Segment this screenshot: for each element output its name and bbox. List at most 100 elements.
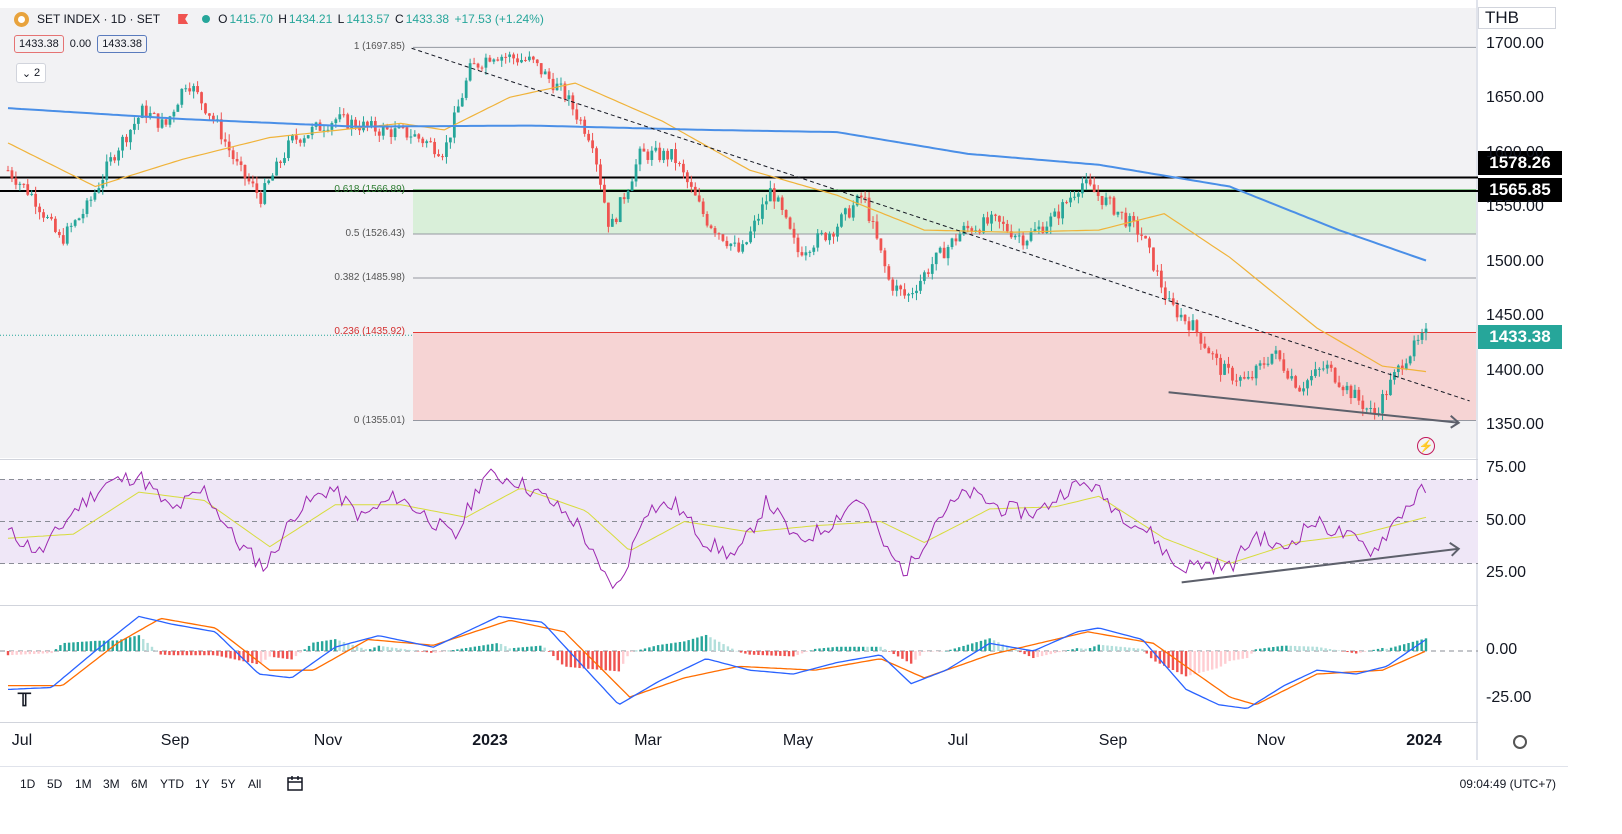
candle-body [903,289,906,296]
candle-body [93,192,97,200]
candle-body [89,199,93,201]
range-button-3m[interactable]: 3M [103,777,120,791]
calendar-icon[interactable] [287,775,303,791]
candle-body [1424,328,1428,333]
macd-histogram-bar [539,645,542,651]
macd-histogram-bar [28,651,32,655]
candle-body [148,113,152,118]
macd-histogram-bar [582,651,586,669]
macd-histogram-bar [901,651,904,659]
macd-histogram-bar [229,651,232,659]
macd-histogram-bar [1411,641,1415,651]
macd-histogram-bar [168,651,171,656]
macd-histogram-bar [1145,651,1148,654]
macd-histogram-bar [1402,644,1406,651]
macd-histogram-bar [491,643,494,651]
macd-histogram-bar [469,647,472,651]
logo-icon [14,11,29,27]
macd-histogram-bar [1372,649,1375,651]
macd-histogram-bar [272,651,276,658]
symbol-title[interactable]: SET INDEX · 1D · SET [37,12,161,26]
candle-body [38,206,41,213]
macd-histogram-bar [1014,650,1018,651]
candle-body [1325,364,1329,369]
macd-histogram-bar [115,640,119,651]
spread-value: 0.00 [69,38,92,50]
candle-body [156,113,160,128]
flag-icon[interactable] [178,14,189,24]
indicator-count: 2 [34,67,41,79]
macd-histogram-bar [770,651,773,656]
candle-body [1144,235,1147,239]
lightning-icon[interactable]: ⚡ [1417,437,1435,455]
candle-body [828,233,831,241]
macd-histogram-bar [1023,651,1026,655]
currency-label[interactable]: THB [1478,7,1556,29]
price-axis-label: 1600.00 [1486,143,1544,161]
candle-body [938,247,942,253]
macd-histogram-bar [508,648,511,651]
macd-histogram-bar [434,651,437,653]
macd-histogram-bar [1119,646,1122,651]
close-value: 1433.38 [405,12,450,26]
candle-body [563,83,567,100]
bid-pill[interactable]: 1433.38 [14,35,64,53]
candle-body [1231,367,1234,381]
candle-body [152,113,156,115]
candle-body [689,182,693,187]
candle-body [1349,385,1353,399]
time-axis-label: 2024 [1406,732,1442,749]
ask-pill[interactable]: 1433.38 [97,35,147,53]
macd-histogram-bar [1263,648,1266,651]
candle-body [1310,375,1313,381]
candle-body [1057,211,1061,219]
candle-body [970,228,974,232]
macd-histogram-bar [185,651,189,656]
range-button-ytd[interactable]: YTD [160,777,184,791]
range-button-all[interactable]: All [248,777,262,791]
macd-histogram-bar [1110,645,1114,651]
macd-histogram-bar [1197,651,1201,673]
candle-body [840,214,843,227]
candle-body [204,103,207,114]
macd-histogram-bar [1302,646,1306,651]
gear-icon[interactable] [1513,735,1527,749]
macd-histogram-bar [1097,644,1100,651]
macd-histogram-bar [1088,648,1092,651]
collapse-indicators-button[interactable]: ⌄ 2 [16,63,46,83]
candle-body [1112,197,1116,215]
macd-histogram-bar [787,651,791,657]
macd-histogram-bar [107,640,110,651]
macd-histogram-bar [792,651,795,657]
range-button-6m[interactable]: 6M [131,777,148,791]
range-button-5y[interactable]: 5Y [221,777,236,791]
range-button-1y[interactable]: 1Y [195,777,210,791]
macd-histogram-bar [731,648,734,651]
candle-body [243,164,247,179]
symbol-header[interactable]: SET INDEX · 1D · SET O 1415.70 H 1434.21 L… [14,9,546,29]
macd-histogram-bar [1363,651,1367,652]
range-button-5d[interactable]: 5D [47,777,63,791]
macd-histogram-bar [674,642,677,651]
macd-histogram-bar [1093,646,1096,651]
clock-time[interactable]: 09:04:49 (UTC+7) [1459,777,1556,791]
candle-body [389,129,393,138]
candle-body [934,252,938,265]
candle-body [539,63,543,75]
chart-canvas[interactable] [0,0,1568,806]
price-axis-label: 1500.00 [1486,252,1544,270]
macd-histogram-bar [761,651,765,656]
candle-body [1037,226,1041,230]
low-label: L [337,12,345,26]
price-axis-label: 1450.00 [1486,307,1544,325]
macd-histogram-bar [866,646,869,651]
macd-histogram-bar [1250,651,1253,654]
candle-body [1290,376,1294,379]
range-button-1d[interactable]: 1D [20,777,36,791]
range-button-1m[interactable]: 1M [75,777,92,791]
chart-frame[interactable] [0,0,1568,806]
macd-histogram-bar [779,651,782,656]
open-label: O [218,12,228,26]
candle-body [1005,223,1009,232]
candle-body [10,170,14,179]
